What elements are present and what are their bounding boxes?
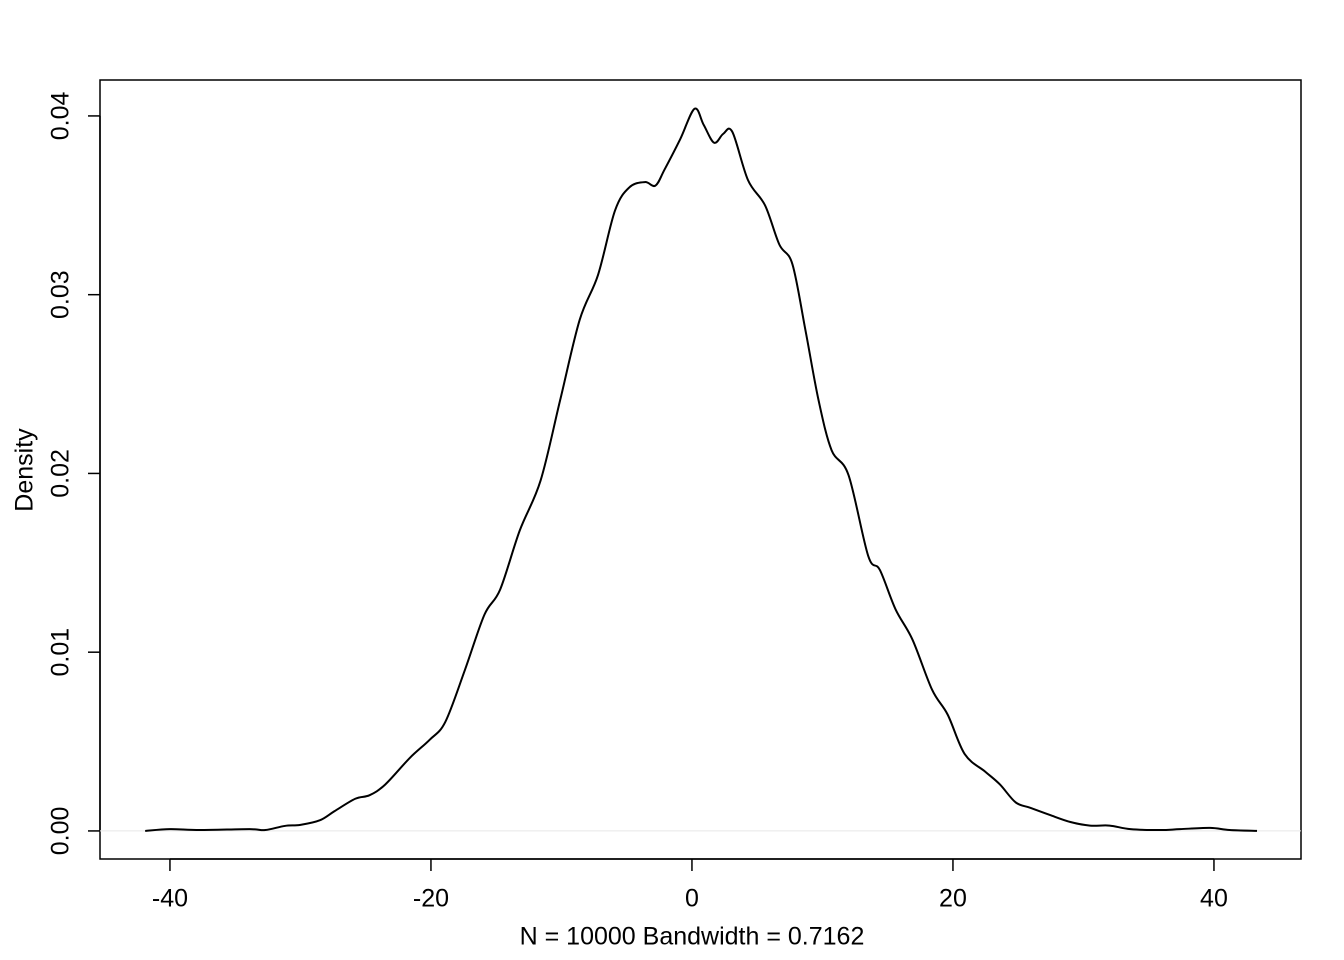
plot-frame [99, 79, 1302, 860]
y-tick-label: 0.00 [47, 807, 75, 856]
x-tick-label: 0 [685, 885, 699, 913]
x-tick-label: 20 [939, 885, 967, 913]
x-tick-label: -20 [413, 885, 449, 913]
x-axis-label: N = 10000 Bandwidth = 0.7162 [520, 923, 865, 951]
y-tick-label: 0.01 [47, 628, 75, 677]
y-axis-label: Density [11, 428, 39, 512]
x-tick-label: -40 [152, 885, 188, 913]
x-tick-label: 40 [1200, 885, 1228, 913]
y-tick-label: 0.02 [47, 449, 75, 498]
y-tick-label: 0.04 [47, 92, 75, 141]
y-tick-label: 0.03 [47, 270, 75, 319]
density-curve [145, 107, 1258, 832]
